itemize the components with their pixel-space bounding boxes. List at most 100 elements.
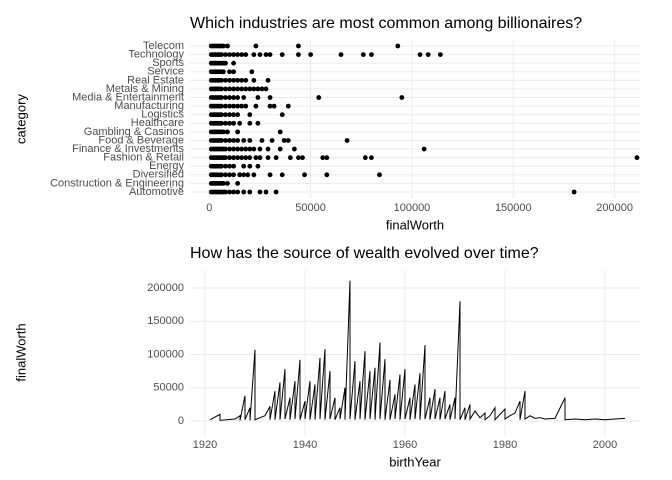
y-axis-title: category <box>13 94 28 144</box>
point <box>285 138 291 143</box>
point <box>251 146 257 152</box>
point <box>219 52 224 57</box>
point <box>227 163 232 169</box>
point <box>253 155 259 161</box>
point <box>255 163 261 169</box>
point <box>219 77 224 83</box>
y-tick-label: Metals & Mining <box>106 83 184 95</box>
y-tick-label: Finance & Investments <box>72 143 184 155</box>
point <box>296 43 301 49</box>
point <box>227 155 232 161</box>
point <box>223 138 228 143</box>
y-tick-label: Food & Beverage <box>98 134 184 146</box>
point <box>239 86 245 92</box>
point <box>221 43 226 49</box>
y-tick-label: Real Estate <box>127 74 184 86</box>
point <box>281 138 287 143</box>
point <box>235 112 241 118</box>
point <box>324 155 330 161</box>
point <box>251 77 257 83</box>
point <box>257 146 263 152</box>
point <box>227 52 232 57</box>
point <box>219 112 224 118</box>
x-tick-label: 1940 <box>293 439 317 451</box>
point <box>296 155 301 161</box>
x-tick-label: 150000 <box>495 202 532 214</box>
point <box>223 155 228 161</box>
point <box>320 155 326 161</box>
point <box>273 155 279 161</box>
y-tick-label: Logistics <box>141 109 184 121</box>
point <box>338 52 344 57</box>
point <box>369 52 374 57</box>
point <box>227 112 232 118</box>
y-tick-label: 0 <box>178 415 184 427</box>
y-axis-title: finalWorth <box>13 323 28 381</box>
y-tick-label: 200000 <box>147 282 184 294</box>
point <box>263 52 269 57</box>
point <box>239 52 245 57</box>
point <box>369 155 374 161</box>
point <box>425 52 431 57</box>
point <box>247 189 253 195</box>
point <box>271 103 277 109</box>
point <box>231 138 236 143</box>
point <box>296 52 301 57</box>
point <box>235 189 241 195</box>
point <box>237 172 243 178</box>
point <box>360 52 366 57</box>
point <box>227 103 232 109</box>
point <box>377 172 382 178</box>
point <box>221 181 226 186</box>
y-tick-label: 100000 <box>147 348 184 360</box>
point <box>237 120 243 126</box>
y-tick-label: Telecom <box>143 40 184 52</box>
point <box>225 43 230 49</box>
point <box>231 52 236 57</box>
point <box>223 52 228 57</box>
point <box>231 155 236 161</box>
point <box>362 155 368 161</box>
point <box>221 129 226 135</box>
point <box>255 120 261 126</box>
point <box>277 129 283 135</box>
point <box>265 155 271 161</box>
point <box>223 172 228 178</box>
point <box>235 86 241 92</box>
point <box>277 146 283 152</box>
y-tick-label: 150000 <box>147 315 184 327</box>
y-tick-label: Gambling & Casinos <box>84 126 185 138</box>
point <box>239 155 245 161</box>
point <box>225 181 230 186</box>
point <box>251 86 257 92</box>
point <box>223 112 228 118</box>
point <box>571 189 577 195</box>
point <box>279 172 285 178</box>
point <box>231 163 236 169</box>
point <box>263 189 269 195</box>
point <box>239 146 245 152</box>
point <box>243 86 249 92</box>
point <box>291 146 297 152</box>
point <box>251 172 257 178</box>
point <box>243 155 249 161</box>
point <box>227 172 232 178</box>
point <box>267 52 273 57</box>
point <box>279 52 285 57</box>
y-tick-label: 50000 <box>153 382 184 394</box>
point <box>300 155 305 161</box>
point <box>247 146 253 152</box>
point <box>241 95 247 100</box>
y-tick-label: Media & Entertainment <box>72 91 184 103</box>
point <box>279 112 285 118</box>
chart-title: How has the source of wealth evolved ove… <box>190 245 539 262</box>
point <box>223 146 228 152</box>
point <box>239 103 245 109</box>
x-tick-label: 100000 <box>394 202 431 214</box>
line <box>209 280 626 421</box>
chart-title: Which industries are most common among b… <box>190 15 582 32</box>
point <box>417 52 423 57</box>
point <box>219 120 224 126</box>
x-tick-label: 0 <box>206 202 212 214</box>
point <box>249 69 255 75</box>
